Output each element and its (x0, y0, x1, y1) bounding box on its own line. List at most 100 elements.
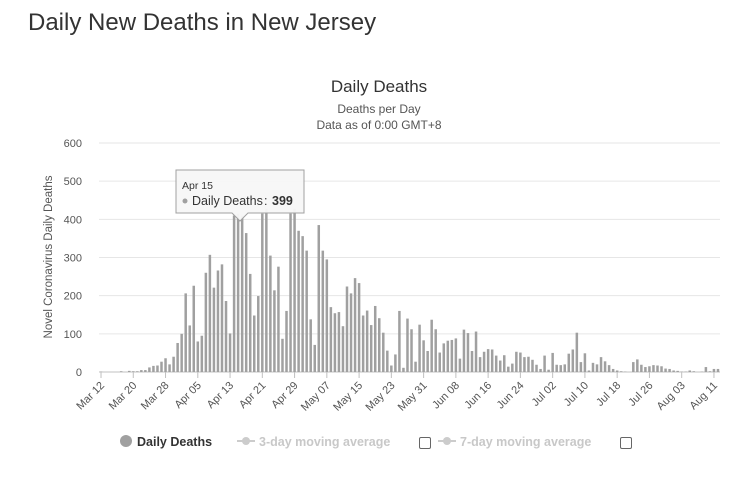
bar[interactable] (708, 371, 712, 372)
bar[interactable] (200, 335, 204, 372)
bar[interactable] (281, 338, 284, 372)
bar[interactable] (519, 352, 522, 372)
bar[interactable] (285, 310, 288, 372)
bar[interactable] (478, 357, 482, 372)
bar[interactable] (140, 370, 143, 372)
bar[interactable] (482, 351, 486, 372)
bar[interactable] (337, 312, 341, 372)
bar[interactable] (196, 341, 200, 372)
bar[interactable] (345, 286, 349, 372)
bar[interactable] (571, 349, 575, 372)
bar[interactable] (269, 255, 272, 372)
bar[interactable] (313, 344, 316, 372)
bar[interactable] (668, 368, 671, 372)
bar[interactable] (410, 329, 413, 372)
bar[interactable] (688, 370, 692, 372)
bar[interactable] (543, 355, 546, 372)
bar[interactable] (430, 319, 433, 372)
bar[interactable] (212, 287, 216, 372)
bar[interactable] (660, 366, 663, 372)
bar[interactable] (515, 351, 518, 372)
bar[interactable] (325, 259, 329, 372)
bar[interactable] (486, 349, 490, 372)
bar[interactable] (361, 315, 365, 372)
bar[interactable] (369, 325, 373, 372)
bar[interactable] (293, 208, 296, 372)
bar[interactable] (273, 290, 276, 372)
bar[interactable] (402, 367, 405, 372)
bar[interactable] (494, 355, 498, 372)
bar[interactable] (704, 367, 708, 372)
bar[interactable] (414, 361, 417, 372)
bar[interactable] (301, 236, 304, 372)
bar[interactable] (672, 370, 675, 372)
bar[interactable] (418, 324, 421, 372)
bar[interactable] (333, 313, 337, 372)
bar[interactable] (664, 368, 667, 372)
bar[interactable] (321, 250, 325, 372)
bar[interactable] (261, 213, 264, 372)
bar[interactable] (422, 340, 425, 372)
bar[interactable] (648, 366, 651, 372)
bar[interactable] (575, 332, 579, 372)
bar[interactable] (136, 371, 139, 372)
bar[interactable] (289, 213, 292, 372)
bar[interactable] (511, 363, 514, 372)
bar[interactable] (458, 358, 462, 372)
bar[interactable] (426, 351, 429, 372)
bar[interactable] (168, 364, 171, 372)
bar[interactable] (656, 365, 659, 372)
bar[interactable] (587, 370, 591, 372)
bar[interactable] (373, 305, 377, 372)
bar[interactable] (224, 301, 228, 372)
bar[interactable] (156, 365, 159, 372)
bar[interactable] (244, 233, 248, 372)
bar[interactable] (531, 359, 534, 372)
bar[interactable] (692, 371, 696, 372)
bar[interactable] (277, 266, 280, 372)
bar[interactable] (462, 329, 466, 372)
bar[interactable] (341, 326, 345, 372)
bar[interactable] (184, 293, 187, 372)
bar[interactable] (127, 370, 131, 372)
bar[interactable] (450, 339, 454, 372)
bar[interactable] (188, 325, 191, 372)
bar[interactable] (559, 365, 562, 372)
bar[interactable] (357, 283, 361, 372)
bar[interactable] (265, 208, 268, 372)
legend-item-daily-deaths[interactable]: Daily Deaths (119, 434, 212, 449)
bar[interactable] (591, 362, 595, 372)
bar[interactable] (619, 371, 623, 372)
bar[interactable] (547, 369, 550, 372)
bar[interactable] (599, 357, 603, 372)
bar[interactable] (160, 361, 163, 372)
bar[interactable] (490, 349, 494, 372)
bar[interactable] (386, 350, 389, 372)
bar[interactable] (535, 364, 538, 372)
bar[interactable] (676, 370, 679, 372)
bar[interactable] (442, 343, 446, 373)
bar[interactable] (204, 272, 208, 372)
bar[interactable] (144, 370, 147, 372)
bar[interactable] (551, 352, 554, 372)
bar[interactable] (603, 361, 607, 372)
bar[interactable] (527, 356, 530, 372)
bar[interactable] (132, 371, 135, 372)
legend-item-7-day-average[interactable]: 7-day moving average (437, 434, 591, 449)
bar[interactable] (716, 368, 720, 372)
bar[interactable] (555, 364, 558, 372)
bar[interactable] (611, 368, 615, 372)
bar[interactable] (216, 270, 220, 372)
bar[interactable] (567, 353, 571, 372)
bar[interactable] (644, 367, 647, 372)
bar[interactable] (390, 365, 393, 372)
checkbox-7-day-average[interactable] (620, 437, 632, 449)
bar[interactable] (365, 310, 369, 372)
bar[interactable] (636, 359, 639, 372)
bar[interactable] (148, 367, 151, 372)
checkbox-3-day-average[interactable] (419, 437, 431, 449)
bar[interactable] (176, 342, 179, 372)
bar[interactable] (208, 254, 212, 372)
bar[interactable] (305, 250, 308, 372)
bar[interactable] (438, 352, 441, 372)
